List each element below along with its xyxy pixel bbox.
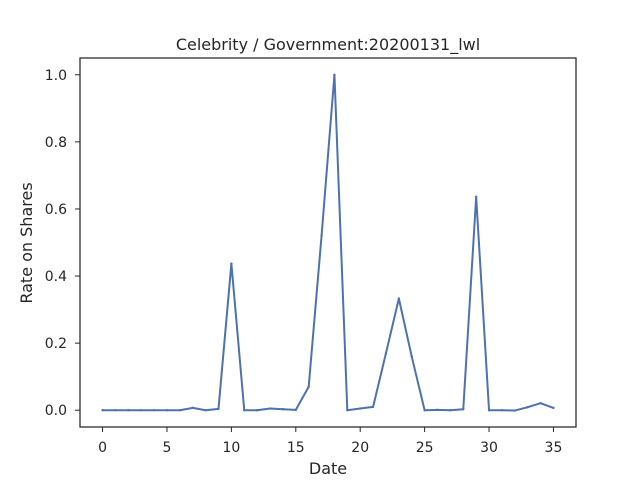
data-point	[139, 409, 143, 412]
data-point	[268, 407, 272, 410]
data-point	[359, 407, 362, 410]
data-point	[410, 355, 413, 358]
series-line	[102, 73, 554, 412]
data-point	[281, 408, 285, 411]
y-tick-label: 0.8	[45, 135, 67, 151]
data-point	[243, 409, 246, 412]
data-point	[127, 409, 130, 412]
y-tick-label: 0.4	[45, 269, 67, 285]
data-point	[294, 408, 297, 412]
y-tick-label: 0.6	[45, 202, 67, 218]
data-point	[230, 262, 233, 265]
x-axis: 0 5 10 15 20 25 30 35	[98, 427, 562, 456]
data-point	[397, 297, 401, 300]
y-tick-label: 1.0	[45, 68, 67, 84]
data-point	[101, 409, 104, 412]
x-tick-label: 30	[480, 440, 498, 456]
data-point	[217, 407, 220, 411]
y-axis: 0.0 0.2 0.4 0.6 0.8 1.0	[45, 68, 80, 419]
data-point	[204, 409, 207, 412]
chart-title: Celebrity / Government:20200131_lwl	[176, 35, 480, 55]
data-point	[474, 195, 478, 199]
y-tick-label: 0.2	[45, 336, 67, 352]
data-point	[384, 352, 388, 355]
data-point	[423, 409, 426, 412]
data-point	[487, 409, 491, 412]
data-point	[436, 408, 439, 412]
x-tick-label: 20	[351, 440, 369, 456]
data-point	[333, 73, 336, 76]
data-point	[371, 405, 375, 409]
data-point	[255, 409, 259, 412]
y-tick-label: 0.0	[45, 403, 67, 419]
x-tick-label: 5	[163, 440, 172, 456]
data-point	[500, 409, 504, 412]
x-tick-label: 35	[545, 440, 563, 456]
data-point	[320, 234, 323, 237]
plot-area	[79, 57, 577, 428]
data-point	[191, 406, 194, 410]
data-point	[449, 409, 452, 412]
data-point	[152, 409, 156, 412]
y-axis-label: Rate on Shares	[17, 182, 36, 303]
data-point	[307, 385, 310, 388]
data-point	[513, 409, 517, 412]
plot-frame	[79, 57, 577, 428]
data-point	[114, 409, 117, 412]
data-point	[346, 409, 349, 412]
x-tick-label: 15	[287, 440, 305, 456]
x-tick-label: 25	[416, 440, 434, 456]
x-axis-label: Date	[309, 459, 347, 478]
data-point	[539, 401, 542, 405]
data-point	[552, 406, 555, 410]
data-point	[526, 406, 529, 409]
data-point	[165, 409, 169, 412]
data-point	[178, 409, 182, 412]
x-tick-label: 0	[98, 440, 107, 456]
data-point	[462, 408, 465, 411]
x-tick-label: 10	[222, 440, 240, 456]
